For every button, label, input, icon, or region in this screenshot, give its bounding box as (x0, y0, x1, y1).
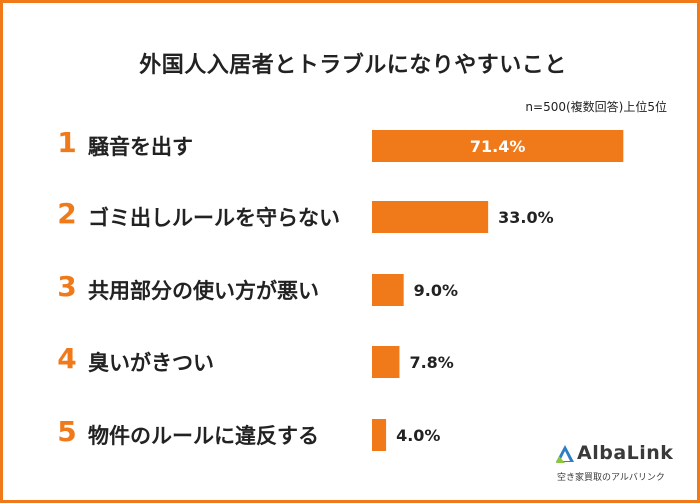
rank-number: 1 (57, 126, 77, 159)
chart-title: 外国人入居者とトラブルになりやすいこと (139, 53, 567, 78)
bar (372, 201, 489, 233)
chart-subtitle: n=500(複数回答)上位5位 (525, 100, 667, 114)
rank-number: 3 (57, 270, 77, 303)
rank-number: 2 (57, 197, 77, 230)
value-label: 9.0% (414, 281, 458, 300)
category-label: ゴミ出しルールを守らない (88, 206, 340, 230)
rank-number: 5 (57, 415, 77, 448)
bar (372, 419, 387, 451)
value-label: 71.4% (470, 137, 526, 156)
bar (372, 274, 404, 306)
value-label: 33.0% (498, 208, 554, 227)
bar (372, 346, 400, 378)
albalink-logo-icon (556, 445, 574, 463)
value-label: 4.0% (396, 426, 440, 445)
category-label: 物件のルールに違反する (88, 424, 319, 448)
category-label: 共用部分の使い方が悪い (88, 279, 319, 303)
albalink-logo: AlbaLink 空き家買取のアルバリンク (555, 442, 685, 492)
logo-tagline: 空き家買取のアルバリンク (557, 473, 665, 483)
category-label: 臭いがきつい (88, 351, 214, 375)
rank-number: 4 (57, 342, 77, 375)
value-label: 7.8% (409, 353, 453, 372)
logo-name: AlbaLink (577, 442, 674, 464)
bar (372, 130, 624, 162)
category-label: 騒音を出す (88, 135, 193, 159)
